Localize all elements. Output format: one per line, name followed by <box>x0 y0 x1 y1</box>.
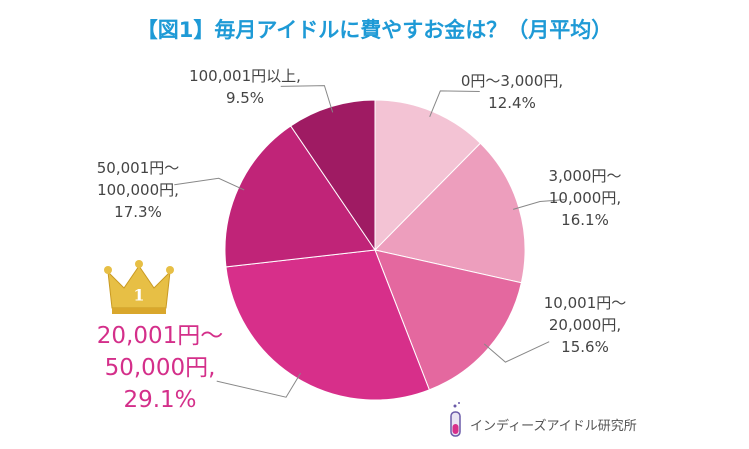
leader-line <box>513 199 565 210</box>
leader-line <box>280 85 334 113</box>
category-label: 20,001円～ 50,000円, <box>96 323 224 381</box>
value-label: 16.1% <box>561 211 609 229</box>
value-label: 9.5% <box>225 89 265 107</box>
source: インディーズアイドル研究所 <box>470 419 637 434</box>
rank-badge: 1 <box>133 286 144 305</box>
slice-label: 10,001円～ 20,000円, 15.6% <box>544 292 627 358</box>
slice-label: 0円～3,000円, 12.4% <box>461 70 563 114</box>
chart-title: 【図1】毎月アイドルに費やすお金は？（月平均） <box>136 18 613 42</box>
value-label: 17.3% <box>114 203 162 221</box>
value-label: 15.6% <box>561 338 609 356</box>
slice-label: 20,001円～ 50,000円, 29.1% <box>97 320 223 416</box>
slice-label: 50,001円～ 100,000円, 17.3% <box>97 157 180 223</box>
leader-line <box>429 90 480 117</box>
crown: 1 <box>104 260 174 314</box>
leader-line <box>174 177 245 191</box>
category-label: 3,000円～ 10,000円, <box>548 167 622 207</box>
slice-label: 100,001円以上, 9.5% <box>189 65 301 109</box>
category-label: 10,001円～ 20,000円, <box>543 294 627 334</box>
value-label: 12.4% <box>488 94 536 112</box>
value-label: 29.1% <box>123 387 197 413</box>
logo-icon <box>450 402 461 437</box>
category-label: 0円～3,000円, <box>460 72 564 90</box>
category-label: 50,001円～ 100,000円, <box>96 159 180 199</box>
leader-line <box>216 372 301 398</box>
slice-label: 3,000円～ 10,000円, 16.1% <box>549 165 622 231</box>
leader-line <box>483 341 550 363</box>
category-label: 100,001円以上, <box>189 67 301 85</box>
